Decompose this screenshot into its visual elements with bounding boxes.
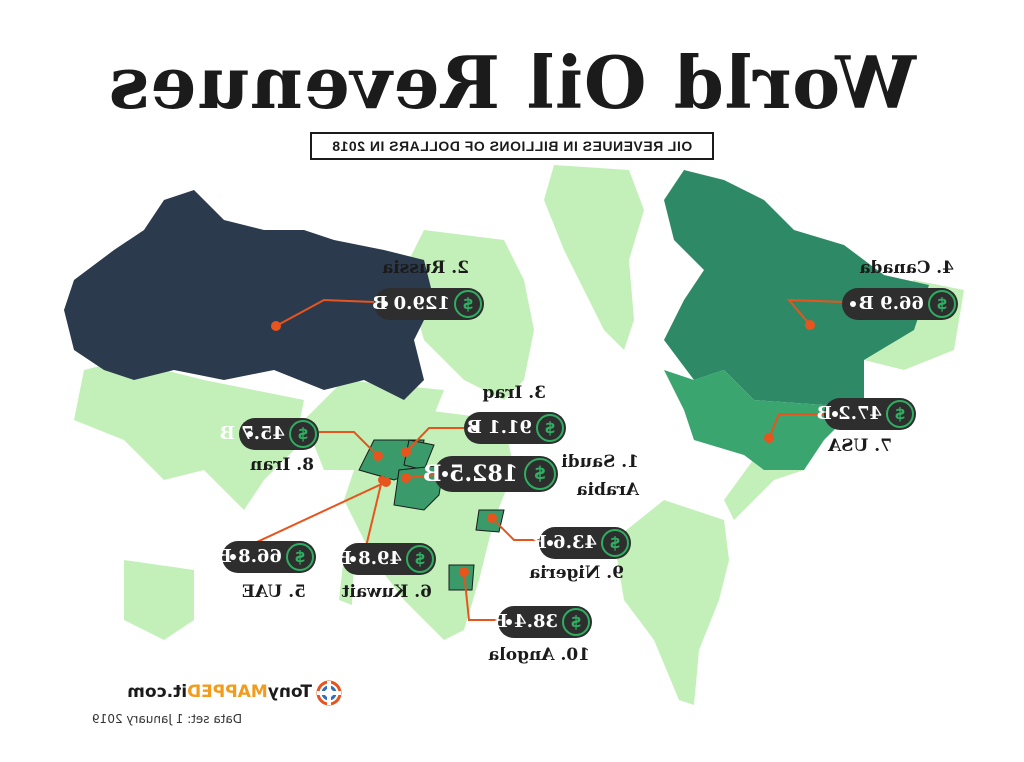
pill-usa: $ 47.2 B (817, 398, 916, 430)
value-nigeria: 43.6 B (531, 532, 597, 553)
pill-canada: $ 66.9 B (842, 288, 958, 320)
marker-usa (764, 433, 774, 443)
marker-russia (271, 321, 281, 331)
label-kuwait: 6. Kuwait (341, 582, 432, 602)
pill-russia: $ 129.0 B (372, 288, 484, 320)
label-saudi-2: Arabia (576, 480, 639, 500)
dot-icon (850, 301, 856, 307)
pill-iran: $ 45.7 B (220, 418, 319, 450)
pill-saudi: $ 182.5 B (423, 456, 558, 492)
canada-shape (664, 170, 929, 405)
leader-usa (768, 413, 824, 439)
value-uae: 66.8 B (216, 546, 282, 567)
dollar-icon: $ (536, 414, 564, 442)
leader-canada (786, 298, 845, 326)
greenland-shape (544, 165, 644, 350)
leader-iran (319, 431, 379, 457)
brand-suffix: it.com (127, 682, 188, 702)
marker-iran (373, 451, 383, 461)
pill-iraq: $ 91.1 B (464, 412, 566, 444)
label-russia: 2. Russia (382, 258, 469, 278)
label-iraq: 3. Iraq (482, 383, 546, 403)
brand-name: TonyMAPPEDit.com (127, 682, 312, 702)
dot-icon (350, 556, 356, 562)
south-america-shape (614, 500, 729, 705)
label-saudi: 1. Saudi (561, 452, 639, 472)
label-nigeria: 9. Nigeria (529, 563, 624, 583)
dollar-icon: $ (289, 420, 317, 448)
value-canada: 66.9 B (858, 293, 924, 314)
label-angola: 10. Angola (488, 645, 590, 665)
marker-nigeria (487, 513, 497, 523)
label-uae: 5. UAE (241, 582, 306, 602)
marker-saudi (401, 473, 411, 483)
dollar-icon: $ (406, 545, 434, 573)
australia-shape (124, 560, 194, 640)
dollar-icon: $ (286, 543, 314, 571)
brand-logo-icon (316, 680, 342, 706)
pill-nigeria: $ 43.6 B (532, 527, 631, 559)
leader-russia (275, 298, 375, 327)
dot-icon (442, 471, 448, 477)
label-iran: 8. Iran (250, 455, 314, 475)
label-canada: 4. Canada (859, 258, 955, 278)
leader-angola (463, 571, 499, 621)
leader-iraq (405, 427, 464, 453)
brand-mapped: MAPPED (187, 682, 268, 702)
pill-kuwait: $ 49.8 B (337, 543, 436, 575)
value-kuwait: 49.8 B (336, 548, 402, 569)
dollar-icon: $ (928, 290, 956, 318)
pill-uae: $ 66.8 B (217, 541, 316, 573)
dot-icon (230, 554, 236, 560)
dot-icon (547, 540, 553, 546)
marker-angola (459, 567, 469, 577)
value-angola: 38.4 B (492, 611, 558, 632)
dot-icon (382, 301, 388, 307)
value-saudi: 182.5 B (422, 461, 518, 487)
dot-icon (832, 411, 838, 417)
dot-icon (506, 619, 512, 625)
usa-shape (664, 370, 864, 470)
dollar-icon: $ (562, 608, 590, 636)
dollar-icon: $ (454, 290, 482, 318)
label-usa: 7. USA (828, 436, 892, 456)
marker-iraq (401, 447, 411, 457)
dollar-icon: $ (524, 458, 556, 490)
south-asia-shape (124, 380, 304, 510)
dollar-icon: $ (886, 400, 914, 428)
russia-shape (64, 190, 434, 400)
leader-kuwait (363, 479, 383, 556)
dataset-note: Data set: 1 January 2019 (92, 712, 242, 726)
brand-prefix: Tony (267, 682, 312, 702)
dot-icon (247, 431, 253, 437)
leader-nigeria (491, 517, 539, 541)
markers (271, 320, 815, 577)
east-asia-shape (74, 360, 204, 440)
dollar-icon: $ (601, 529, 629, 557)
value-usa: 47.2 B (816, 403, 882, 424)
marker-kuwait (378, 476, 386, 484)
marker-canada (805, 320, 815, 330)
pill-angola: $ 38.4 B (493, 606, 592, 638)
dot-icon (472, 425, 478, 431)
